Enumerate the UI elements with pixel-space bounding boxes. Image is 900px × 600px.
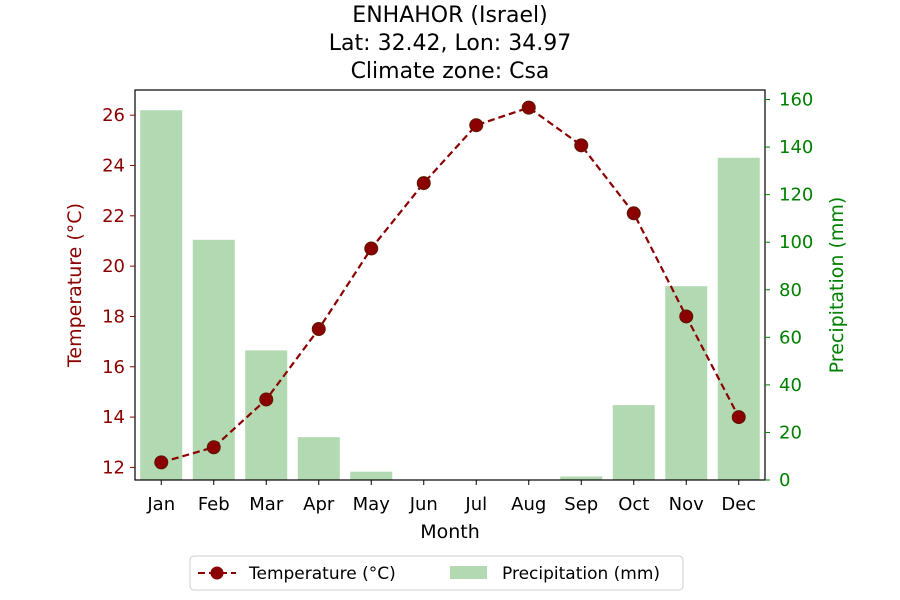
precipitation-tick-label: 40 (779, 375, 802, 396)
precipitation-tick-label: 60 (779, 327, 802, 348)
precipitation-bar-sep (560, 476, 603, 480)
plot-frame (134, 89, 766, 481)
temperature-point-sep (574, 138, 589, 153)
precipitation-tick-label: 0 (779, 470, 790, 491)
precipitation-bar-dec (717, 157, 760, 480)
precipitation-bar-oct (612, 405, 655, 480)
precipitation-axis: 0 20 40 60 80 100 120 140 160 (765, 90, 813, 491)
legend-precipitation-label: Precipitation (mm) (502, 564, 660, 584)
precipitation-bar-jan (140, 110, 183, 481)
temperature-tick-label: 16 (102, 357, 125, 378)
precipitation-bar-feb (192, 239, 235, 480)
x-axis: Jan Feb Mar Apr May Jun Jul Aug Sep Oct Nov Dec (146, 480, 756, 515)
temperature-tick-label: 18 (102, 306, 125, 327)
x-tick-label: Sep (564, 494, 598, 515)
precipitation-bar-apr (297, 437, 340, 480)
x-tick-label: Nov (669, 494, 704, 515)
temperature-tick-label: 12 (102, 457, 125, 478)
x-tick-label: Dec (721, 494, 756, 515)
temperature-axis-label: Temperature (°C) (64, 203, 86, 368)
chart-title: ENHAHOR (Israel) Lat: 32.42, Lon: 34.97 … (329, 3, 571, 84)
temperature-point-jun (416, 176, 431, 191)
temperature-point-dec (731, 410, 746, 425)
temperature-point-feb (206, 440, 221, 455)
legend-temperature-marker (210, 566, 224, 580)
temperature-point-may (364, 241, 379, 256)
x-tick-label: Feb (198, 494, 230, 515)
precipitation-bar-mar (245, 350, 288, 480)
precipitation-bars (140, 110, 760, 481)
temperature-tick-label: 22 (102, 206, 125, 227)
precipitation-axis-label: Precipitation (mm) (826, 197, 848, 374)
x-tick-label: May (353, 494, 391, 515)
temperature-series (154, 100, 746, 470)
chart-title-station: ENHAHOR (Israel) (352, 3, 547, 28)
temperature-point-mar (259, 392, 274, 407)
legend: Temperature (°C) Precipitation (mm) (189, 555, 684, 591)
x-tick-label: Mar (249, 494, 284, 515)
x-tick-label: Jul (464, 494, 487, 515)
legend-frame (189, 555, 684, 591)
temperature-point-oct (626, 206, 641, 221)
precipitation-tick-label: 120 (779, 185, 813, 206)
temperature-axis: 12 14 16 18 20 22 24 26 (102, 105, 135, 478)
temperature-tick-label: 14 (102, 407, 125, 428)
precipitation-tick-label: 20 (779, 422, 802, 443)
chart-title-coordinates: Lat: 32.42, Lon: 34.97 (329, 31, 571, 56)
temperature-point-jul (469, 118, 484, 133)
chart-title-climate-zone: Climate zone: Csa (351, 59, 550, 84)
precipitation-tick-label: 80 (779, 280, 802, 301)
legend-precipitation-swatch (450, 566, 487, 579)
temperature-tick-label: 24 (102, 155, 125, 176)
temperature-point-jan (154, 455, 169, 470)
temperature-point-aug (521, 100, 536, 115)
x-tick-label: Jan (146, 494, 175, 515)
temperature-line (160, 106, 740, 464)
precipitation-bar-may (350, 471, 393, 480)
temperature-tick-label: 26 (102, 105, 125, 126)
temperature-point-apr (311, 322, 326, 337)
precipitation-tick-label: 100 (779, 232, 813, 253)
legend-temperature-label: Temperature (°C) (248, 564, 396, 584)
x-axis-label: Month (420, 521, 480, 543)
temperature-point-nov (679, 309, 694, 324)
x-tick-label: Jun (409, 494, 438, 515)
precipitation-tick-label: 160 (779, 90, 813, 111)
precipitation-tick-label: 140 (779, 137, 813, 158)
x-tick-label: Oct (618, 494, 649, 515)
temperature-tick-label: 20 (102, 256, 125, 277)
x-tick-label: Aug (511, 494, 546, 515)
x-tick-label: Apr (303, 494, 335, 515)
